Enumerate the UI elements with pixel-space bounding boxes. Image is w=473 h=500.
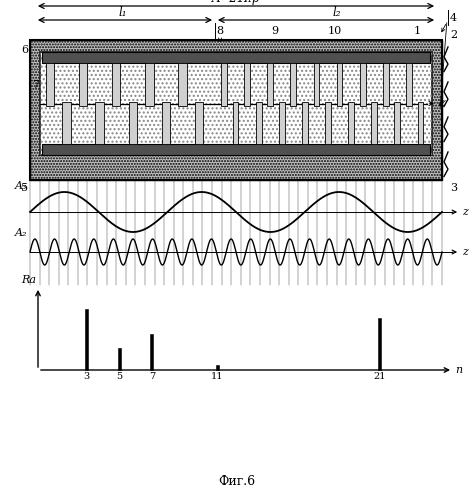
Text: 9: 9	[272, 26, 279, 36]
Bar	[150, 334, 153, 370]
Text: n: n	[455, 365, 462, 375]
Bar	[418, 102, 423, 144]
Bar	[221, 63, 227, 106]
Bar	[30, 40, 442, 180]
Text: Λ=21λр: Λ=21λр	[212, 0, 260, 5]
Bar	[79, 63, 87, 106]
Bar	[42, 144, 430, 155]
Text: 4: 4	[450, 13, 457, 23]
Bar	[195, 102, 203, 144]
Bar	[62, 102, 70, 144]
Text: 3: 3	[84, 372, 90, 381]
Bar	[42, 52, 430, 63]
Bar	[290, 63, 296, 106]
Text: l₂: l₂	[332, 6, 341, 19]
Bar	[378, 318, 381, 370]
Bar	[406, 63, 412, 106]
Text: z: z	[462, 247, 468, 257]
Text: 8: 8	[217, 26, 224, 36]
Bar	[302, 102, 308, 144]
Bar	[325, 102, 331, 144]
Bar	[244, 63, 250, 106]
Text: Фиг.6: Фиг.6	[218, 475, 255, 488]
Text: 6: 6	[21, 45, 28, 55]
Bar	[314, 63, 319, 106]
Text: l₁: l₁	[118, 6, 127, 19]
Text: 10: 10	[328, 26, 342, 36]
Bar	[216, 365, 219, 370]
Bar	[360, 63, 366, 106]
Bar	[40, 52, 432, 155]
Text: 7: 7	[149, 372, 155, 381]
Text: A₂: A₂	[15, 228, 27, 238]
Bar	[118, 348, 121, 370]
Bar	[129, 102, 137, 144]
Bar	[394, 102, 400, 144]
Bar	[371, 102, 377, 144]
Bar	[383, 63, 389, 106]
Bar	[112, 63, 120, 106]
Bar	[178, 63, 187, 106]
Text: 1: 1	[413, 26, 420, 36]
Bar	[267, 63, 273, 106]
Bar	[337, 63, 342, 106]
Text: 2: 2	[450, 30, 457, 40]
Text: 7: 7	[32, 80, 39, 90]
Bar	[348, 102, 354, 144]
Bar	[46, 63, 54, 106]
Bar	[85, 309, 88, 370]
Text: 5: 5	[116, 372, 123, 381]
Bar	[96, 102, 104, 144]
Bar	[30, 40, 442, 180]
Bar	[145, 63, 154, 106]
Text: 5: 5	[21, 183, 28, 193]
Text: z: z	[439, 98, 445, 108]
Bar	[256, 102, 262, 144]
Text: A₃: A₃	[15, 181, 27, 191]
Bar	[40, 52, 432, 155]
Text: z: z	[462, 207, 468, 217]
Text: Rа: Rа	[21, 275, 36, 285]
Bar	[162, 102, 170, 144]
Text: 21: 21	[374, 372, 386, 381]
Bar	[279, 102, 285, 144]
Bar	[233, 102, 238, 144]
Text: 11: 11	[211, 372, 223, 381]
Text: 3: 3	[450, 183, 457, 193]
